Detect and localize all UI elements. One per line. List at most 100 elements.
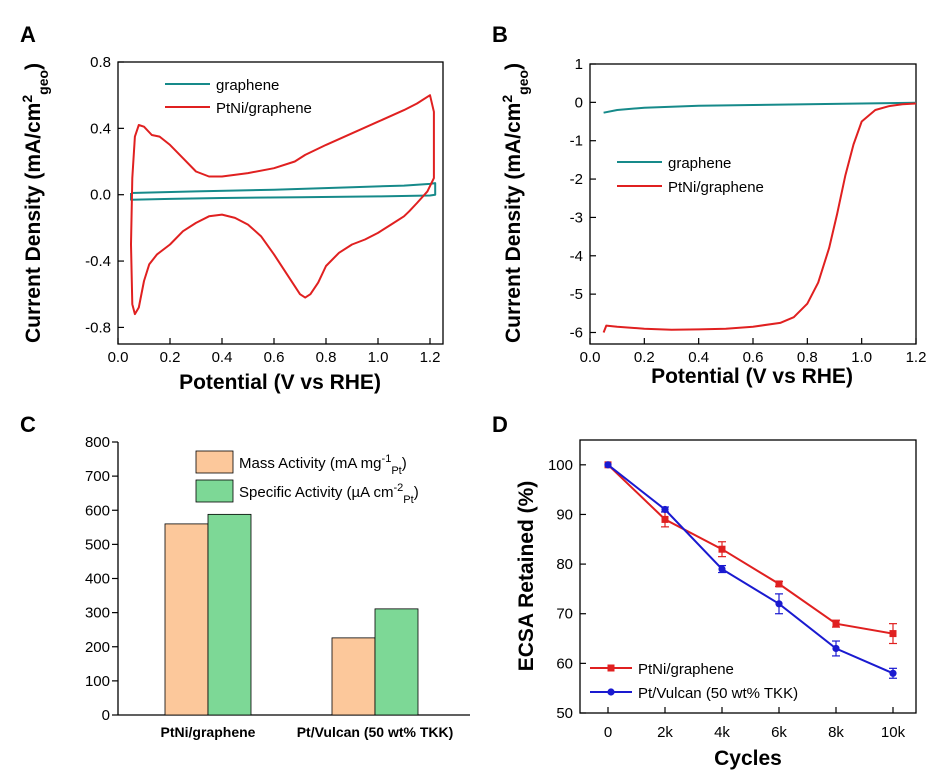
marker-d-1-1 (661, 505, 669, 514)
axis-d-x-tick-label-3: 6k (771, 724, 787, 741)
bar-c-0-0 (164, 523, 209, 716)
legend-label-b-0: graphene (668, 155, 731, 172)
axis-a-x-tick-label-5: 1.0 (368, 349, 389, 366)
axis-d-y-tick-label-4: 90 (556, 506, 573, 523)
marker-d-1-4 (832, 644, 840, 653)
axis-b-x-tick-label-4: 0.8 (797, 349, 818, 366)
panel-a: A 0.0 0.2 0.4 0.6 0.8 1.0 1.2 -0.8 -0.4 0.0 0.4 0.8… (19, 22, 444, 394)
series-line-d-1 (607, 464, 894, 675)
axis-b-y-tick-label-0: 1 (575, 56, 583, 73)
axis-b-x-tick-label-3: 0.6 (743, 349, 764, 366)
axis-ticks-c: 0 100 200 300 400 500 600 700 800 (85, 434, 118, 724)
panel-label-d: D (492, 412, 508, 437)
series-group-b (602, 101, 917, 333)
bar-c-1-0 (207, 513, 252, 716)
axis-a-x-tick-label-0: 0.0 (108, 349, 129, 366)
panel-label-b: B (492, 22, 508, 47)
series-line-d-0 (607, 464, 894, 635)
axis-a-x-tick-label-2: 0.4 (212, 349, 233, 366)
category-label-c-1: Pt/Vulcan (50 wt% TKK) (297, 724, 454, 740)
axis-b-y-tick-label-4: -3 (570, 209, 583, 226)
axis-d-x-tick-label-1: 2k (657, 724, 673, 741)
axis-b-y-tick-label-5: -4 (570, 248, 583, 265)
axis-d-x-tick-label-4: 8k (828, 724, 844, 741)
legend-label-b-1: PtNi/graphene (668, 179, 764, 196)
x-axis-label-d: Cycles (714, 747, 782, 770)
axis-c-y-tick-label-5: 500 (85, 536, 110, 553)
axis-c-y-tick-label-8: 800 (85, 434, 110, 451)
y-axis-label-a: Current Density (mA/cm2geo) (19, 63, 51, 343)
plot-frame-d (579, 439, 917, 714)
panel-label-a: A (20, 22, 36, 47)
axis-b-y-tick-label-3: -2 (570, 171, 583, 188)
axis-d-y-tick-label-3: 80 (556, 556, 573, 573)
legend-a: graphene PtNi/graphene (165, 77, 312, 117)
series-group-d (604, 461, 897, 679)
bar-c-1-1 (374, 608, 419, 716)
axis-a-y-tick-label-2: 0.0 (90, 187, 111, 204)
axis-a-y-tick-label-3: 0.4 (90, 120, 111, 137)
axis-b-x-tick-label-2: 0.4 (688, 349, 709, 366)
legend-label-d-0: PtNi/graphene (638, 661, 734, 678)
panel-b: B 0.0 0.2 0.4 0.6 0.8 1.0 1.2 1 0 -1 -2 -3 -4 -5 -6 gr… (492, 22, 926, 388)
y-axis-label-d: ECSA Retained (%) (515, 481, 538, 672)
marker-d-0-5 (889, 630, 897, 638)
series-line-a-0 (130, 182, 437, 201)
marker-d-1-0 (604, 461, 612, 469)
axis-ticks-a: 0.0 0.2 0.4 0.6 0.8 1.0 1.2 -0.8 -0.4 0.0 0.4 0.8 (85, 54, 440, 366)
legend-label-a-1: PtNi/graphene (216, 100, 312, 117)
axis-d-x-tick-label-2: 4k (714, 724, 730, 741)
axis-a-x-tick-label-6: 1.2 (420, 349, 441, 366)
axis-b-y-tick-label-7: -6 (570, 324, 583, 341)
marker-d-1-5 (889, 669, 897, 677)
bars-group-c (164, 513, 419, 716)
series-line-a-1 (130, 94, 435, 316)
legend-marker-d-0 (607, 664, 615, 672)
series-line-b-0 (603, 101, 917, 114)
series-group-a (130, 94, 437, 316)
axis-b-x-tick-label-1: 0.2 (634, 349, 655, 366)
axis-d-y-tick-label-2: 70 (556, 606, 573, 623)
marker-d-1-2 (718, 565, 726, 573)
plot-frame-a (117, 61, 444, 345)
axis-d-x-tick-label-5: 10k (881, 724, 906, 741)
axis-a-y-tick-label-0: -0.8 (85, 319, 111, 336)
axis-d-y-tick-label-1: 60 (556, 655, 573, 672)
bar-c-0-1 (331, 637, 376, 716)
axis-c-y-tick-label-6: 600 (85, 502, 110, 519)
marker-d-0-3 (775, 580, 783, 588)
axis-b-y-tick-label-2: -1 (570, 133, 583, 150)
axis-ticks-b: 0.0 0.2 0.4 0.6 0.8 1.0 1.2 1 0 -1 -2 -3 -4 -5 -6 (570, 56, 927, 366)
axis-b-x-tick-label-0: 0.0 (580, 349, 601, 366)
axis-a-y-tick-label-1: -0.4 (85, 253, 111, 270)
legend-c: Mass Activity (mA mg-1Pt) Specific Activ… (195, 450, 419, 506)
axis-c-y-tick-label-1: 100 (85, 673, 110, 690)
legend-label-c-1: Specific Activity (µA cm-2Pt) (239, 482, 419, 506)
axis-a-x-tick-label-4: 0.8 (316, 349, 337, 366)
legend-label-a-0: graphene (216, 77, 279, 94)
axis-d-x-tick-label-0: 0 (604, 724, 612, 741)
x-axis-label-b: Potential (V vs RHE) (651, 365, 853, 388)
legend-swatch-c-0 (195, 450, 234, 474)
axis-a-x-tick-label-1: 0.2 (160, 349, 181, 366)
axis-a-y-tick-label-4: 0.8 (90, 54, 111, 71)
x-axis-label-a: Potential (V vs RHE) (179, 371, 381, 394)
y-axis-label-b: Current Density (mA/cm2geo) (499, 63, 531, 343)
axis-b-y-tick-label-6: -5 (570, 286, 583, 303)
axis-b-x-tick-label-6: 1.2 (906, 349, 927, 366)
panel-d: D 0 2k 4k 6k 8k 10k 50 60 70 80 90 100 PtNi/graphen… (492, 412, 917, 770)
category-label-c-0: PtNi/graphene (161, 724, 256, 740)
axis-c-y-tick-label-3: 300 (85, 605, 110, 622)
axis-c-y-tick-label-2: 200 (85, 639, 110, 656)
axis-c-y-tick-label-7: 700 (85, 468, 110, 485)
legend-d: PtNi/graphene Pt/Vulcan (50 wt% TKK) (590, 661, 798, 702)
axis-b-y-tick-label-1: 0 (575, 94, 583, 111)
axis-d-y-tick-label-0: 50 (556, 705, 573, 722)
legend-swatch-c-1 (195, 479, 234, 503)
legend-marker-d-1 (607, 688, 615, 696)
legend-label-c-0: Mass Activity (mA mg-1Pt) (239, 453, 407, 477)
marker-d-1-3 (775, 600, 783, 608)
axis-d-y-tick-label-5: 100 (548, 457, 573, 474)
axis-c-y-tick-label-4: 400 (85, 571, 110, 588)
